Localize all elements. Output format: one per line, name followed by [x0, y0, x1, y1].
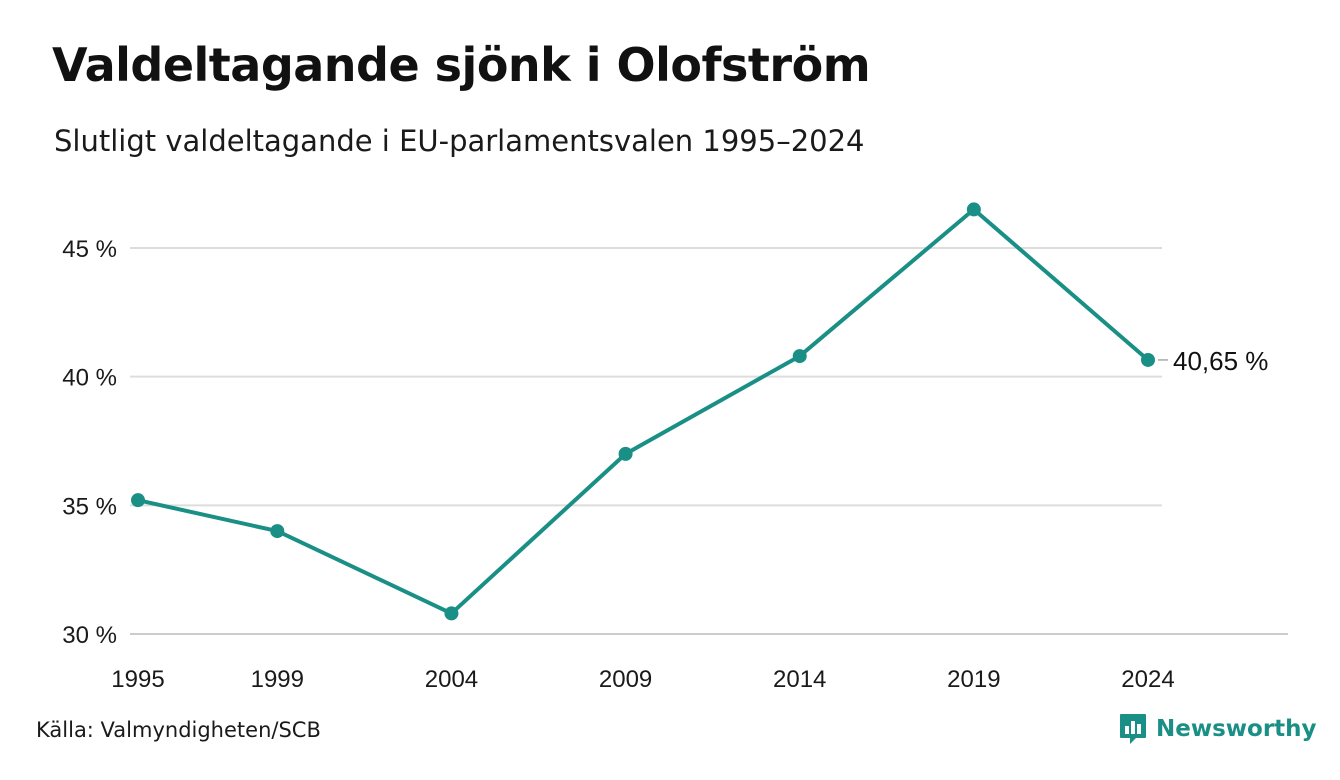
data-point-1999: [270, 524, 285, 539]
y-axis-tick-labels: 30 % 35 % 40 % 45 %: [62, 236, 117, 649]
data-point-2024: [1141, 352, 1155, 367]
y-tick-label: 35 %: [62, 493, 117, 520]
data-point-1995: [131, 493, 145, 508]
x-tick-label: 1995: [111, 666, 164, 693]
data-point-2019: [966, 202, 981, 217]
data-point-2004: [444, 606, 459, 621]
grid-lines: [130, 247, 1288, 635]
source-note: Källa: Valmyndigheten/SCB: [36, 718, 321, 742]
x-axis-tick-labels: 1995 1999 2004 2009 2014 2019 2024: [111, 666, 1174, 693]
x-tick-label: 2009: [599, 666, 652, 693]
y-tick-label: 30 %: [62, 622, 117, 649]
data-point-2014: [792, 349, 807, 364]
chart-subtitle: Slutligt valdeltagande i EU-parlamentsva…: [54, 124, 865, 158]
y-tick-label: 45 %: [62, 236, 117, 263]
brand-label: Newsworthy: [1156, 716, 1317, 742]
x-tick-label: 1999: [251, 666, 304, 693]
series-layer: [131, 202, 1155, 621]
data-point-2009: [618, 446, 633, 461]
annotation-layer: 40,65 %: [1158, 346, 1268, 376]
y-tick-label: 40 %: [62, 365, 117, 392]
chart-title: Valdeltagande sjönk i Olofström: [52, 38, 871, 92]
x-tick-label: 2004: [425, 666, 478, 693]
newsworthy-logo-icon: [1120, 714, 1146, 744]
end-value-label: 40,65 %: [1173, 346, 1268, 376]
x-tick-label: 2019: [947, 666, 1000, 693]
x-tick-label: 2014: [773, 666, 826, 693]
series-line: [137, 207, 1150, 616]
x-tick-label: 2024: [1121, 666, 1174, 693]
brand-logo: Newsworthy: [1118, 712, 1317, 746]
